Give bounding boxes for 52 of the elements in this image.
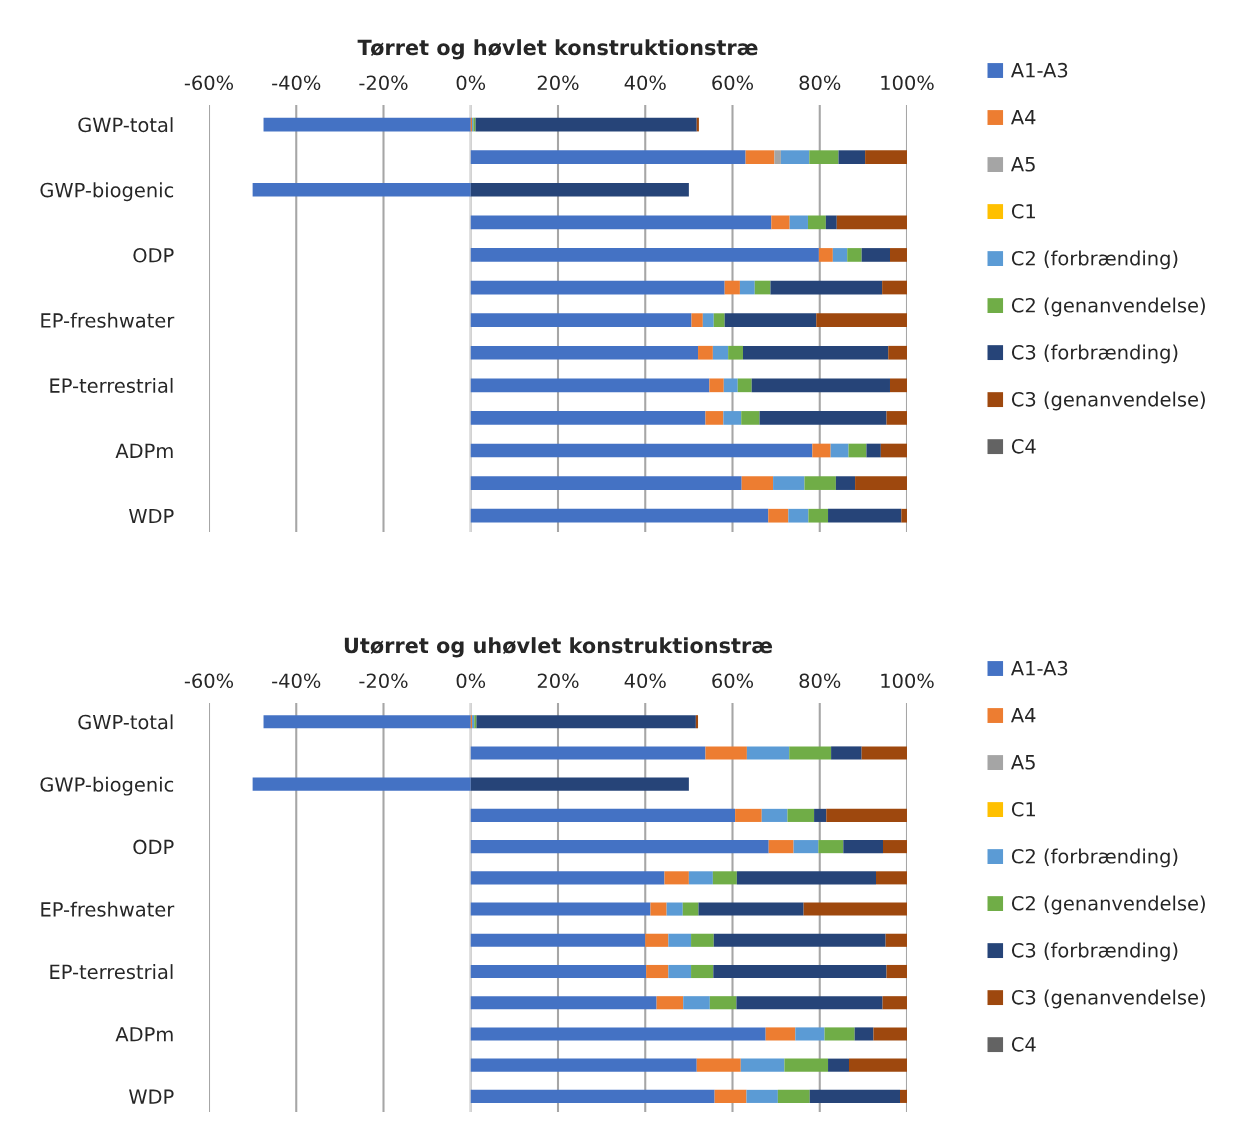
legend-label: C2 (forbrænding) <box>1011 848 1178 868</box>
x-tick-label: 100% <box>881 673 934 689</box>
legend-label: C2 (genanvendelse) <box>1011 297 1205 317</box>
x-tick-label: 60% <box>712 75 754 91</box>
x-tick-label: -60% <box>184 673 234 689</box>
x-tick-label: 80% <box>799 673 841 689</box>
x-tick-label: 100% <box>881 75 934 91</box>
y-tick-label: ODP <box>133 247 174 263</box>
y-tick-label: ODP <box>133 839 174 855</box>
chart-title: Tørret og høvlet konstruktionstræ <box>357 39 758 60</box>
y-tick-label: ADPm <box>115 1027 173 1042</box>
legend-label: C1 <box>1011 801 1035 817</box>
x-tick-label: -20% <box>359 673 408 689</box>
y-tick-label: WDP <box>129 508 174 524</box>
chart-title: Utørret og uhøvlet konstruktionstræ <box>344 637 773 658</box>
x-tick-label: 80% <box>799 75 841 91</box>
x-tick-label: 20% <box>537 75 579 91</box>
legend-label: C1 <box>1011 203 1035 219</box>
legend-label: C2 (genanvendelse) <box>1011 895 1205 915</box>
x-tick-label: -20% <box>359 75 408 91</box>
y-tick-label: EP-freshwater <box>41 901 175 917</box>
x-tick-label: 0% <box>456 673 486 689</box>
x-tick-label: 40% <box>624 673 666 689</box>
y-tick-label: ADPm <box>115 443 173 458</box>
legend-label: A5 <box>1010 755 1035 770</box>
legend-label: C2 (forbrænding) <box>1011 250 1178 270</box>
y-tick-label: EP-terrestrial <box>50 377 173 393</box>
legend-label: C3 (genanvendelse) <box>1011 989 1205 1009</box>
y-tick-label: GWP-total <box>78 714 173 730</box>
x-tick-label: 60% <box>712 673 754 689</box>
y-tick-label: EP-freshwater <box>41 312 175 328</box>
x-tick-label: -40% <box>272 673 321 689</box>
y-tick-label: GWP-total <box>78 117 173 133</box>
x-tick-label: 0% <box>456 75 486 91</box>
legend-label: A1-A3 <box>1010 660 1068 676</box>
legend-label: A5 <box>1010 157 1035 172</box>
legend-label: C4 <box>1011 1036 1036 1052</box>
y-tick-label: EP-terrestrial <box>50 964 173 980</box>
legend-label: C4 <box>1011 438 1036 454</box>
x-tick-label: 40% <box>624 75 666 91</box>
legend-label: C3 (genanvendelse) <box>1011 391 1205 411</box>
legend-label: A4 <box>1010 110 1036 125</box>
legend-label: C3 (forbrænding) <box>1011 942 1178 962</box>
legend-label: C3 (forbrænding) <box>1011 344 1178 364</box>
y-tick-label: GWP-biogenic <box>40 776 174 796</box>
x-tick-label: -40% <box>272 75 321 91</box>
y-tick-label: GWP-biogenic <box>40 182 174 202</box>
x-tick-label: 20% <box>537 673 579 689</box>
x-tick-label: -60% <box>184 75 234 91</box>
legend-label: A1-A3 <box>1010 62 1068 78</box>
legend-label: A4 <box>1010 708 1036 723</box>
y-tick-label: WDP <box>129 1089 174 1104</box>
